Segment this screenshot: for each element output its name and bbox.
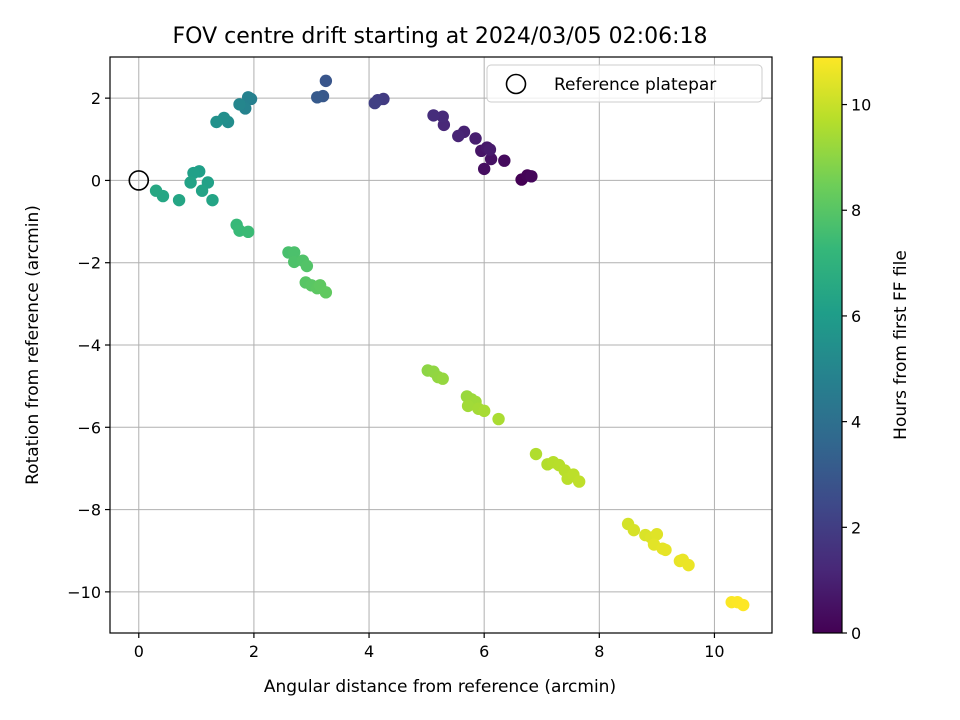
data-point-61 (529, 447, 543, 461)
data-point-59 (477, 404, 491, 418)
data-point-76 (659, 543, 672, 557)
data-point-49 (319, 286, 333, 299)
data-point-73 (650, 528, 664, 541)
legend-label: Reference platepar (554, 75, 716, 95)
data-point-53 (436, 372, 449, 385)
data-point-82 (737, 598, 750, 612)
data-point-68 (572, 475, 586, 488)
data-point-17 (368, 96, 381, 110)
data-point-33 (206, 193, 219, 207)
colorbar-tick-label-0: 0 (851, 624, 861, 643)
data-point-36 (149, 184, 163, 197)
data-point-3 (498, 154, 511, 167)
chart-title: FOV centre drift starting at 2024/03/05 … (173, 24, 708, 49)
x-tick-label-4: 8 (594, 642, 604, 661)
colorbar-frame (812, 56, 843, 634)
y-tick-label-3: −4 (77, 336, 101, 355)
data-point-41 (288, 246, 301, 259)
data-point-29 (187, 166, 200, 180)
colorbar-tick-label-3: 6 (851, 307, 861, 326)
x-tick-label-2: 4 (364, 642, 374, 661)
x-tick-label-0: 0 (134, 642, 144, 661)
legend-box (486, 64, 763, 103)
data-point-44 (300, 259, 314, 273)
y-tick-label-4: −6 (77, 418, 101, 437)
colorbar-label: Hours from first FF file (891, 250, 911, 440)
data-point-20 (311, 91, 324, 104)
data-point-24 (233, 98, 246, 111)
y-tick-label-1: 0 (91, 171, 101, 190)
y-axis-label: Rotation from reference (arcmin) (23, 205, 43, 485)
data-point-22 (241, 91, 255, 104)
data-point-70 (627, 523, 641, 537)
x-tick-label-5: 10 (704, 642, 724, 661)
data-point-13 (436, 110, 449, 123)
data-point-8 (483, 143, 497, 156)
legend: Reference platepar (486, 64, 763, 103)
x-tick-label-1: 2 (249, 642, 259, 661)
data-point-5 (484, 152, 498, 166)
axes: 0 2 4 6 8 10 2 0 −2 −4 −6 −8 −10 (67, 56, 773, 661)
grid (110, 57, 772, 633)
colorbar-tick-label-4: 8 (851, 201, 861, 220)
colorbar-tick-label-5: 10 (851, 96, 871, 115)
colorbar: 0 2 4 6 8 10 (812, 56, 871, 643)
data-point-60 (492, 412, 505, 426)
data-point-18 (319, 74, 333, 88)
data-point-2 (525, 170, 538, 183)
data-point-31 (184, 176, 197, 189)
data-point-32 (195, 184, 209, 197)
scatter-series (149, 74, 750, 612)
y-tick-label-6: −10 (67, 583, 101, 602)
reference-platepar-marker (128, 170, 150, 191)
legend-marker (505, 73, 527, 95)
colorbar-gradient (813, 57, 842, 633)
data-point-79 (682, 558, 695, 572)
y-tick-label-5: −8 (77, 501, 101, 520)
data-point-9 (469, 132, 482, 145)
colorbar-tick-label-1: 2 (851, 518, 861, 537)
x-axis-label: Angular distance from reference (arcmin) (264, 677, 616, 697)
data-point-39 (241, 225, 255, 239)
data-point-34 (172, 193, 186, 207)
colorbar-tick-label-2: 4 (851, 413, 861, 432)
reference-marker-layer (128, 170, 150, 191)
data-point-4 (477, 162, 491, 176)
data-point-11 (452, 129, 465, 143)
data-point-57 (461, 399, 475, 413)
x-tick-label-3: 6 (479, 642, 489, 661)
data-point-27 (210, 115, 223, 129)
data-point-14 (427, 109, 440, 122)
y-tick-label-0: 2 (91, 89, 101, 108)
y-tick-label-2: −2 (77, 254, 101, 273)
